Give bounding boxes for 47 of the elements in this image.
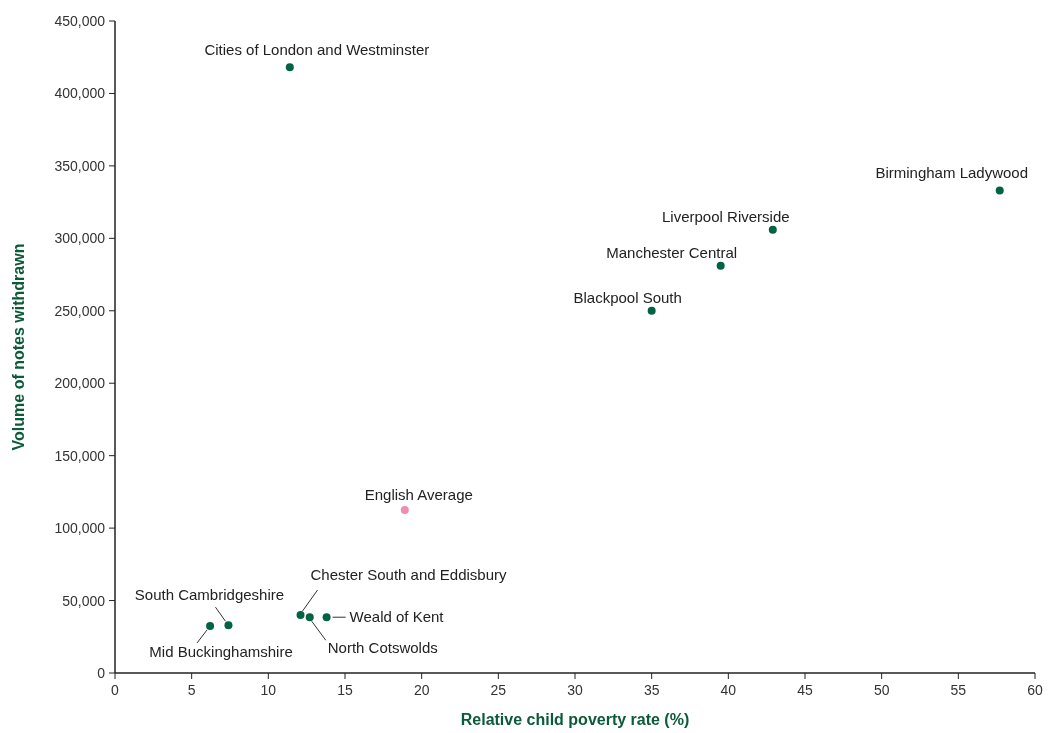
annotation: Weald of Kent bbox=[349, 608, 445, 626]
y-tick-label: 100,000 bbox=[54, 520, 106, 537]
x-tick-label: 35 bbox=[643, 682, 660, 698]
x-tick-label: 20 bbox=[413, 682, 430, 698]
annotation: Chester South and Eddisbury bbox=[310, 566, 507, 584]
y-tick-label: 200,000 bbox=[54, 375, 106, 392]
y-tick-label: 0 bbox=[97, 665, 106, 681]
x-tick-label: 30 bbox=[567, 682, 583, 698]
y-axis-title: Volume of notes withdrawn bbox=[10, 243, 27, 451]
x-tick-label: 60 bbox=[1027, 682, 1043, 698]
annotation: Mid Buckinghamshire bbox=[149, 642, 293, 660]
annotation: Cities of London and Westminster bbox=[204, 41, 430, 59]
point bbox=[768, 225, 777, 234]
x-tick-label: 10 bbox=[260, 682, 277, 698]
y-tick-label: 450,000 bbox=[54, 13, 106, 29]
annotation: Liverpool Riverside bbox=[662, 207, 790, 225]
point bbox=[647, 306, 656, 315]
annotation: South Cambridgeshire bbox=[134, 586, 285, 604]
y-tick-label: 300,000 bbox=[54, 230, 106, 247]
y-tick-label: 400,000 bbox=[54, 85, 106, 102]
point bbox=[716, 261, 725, 270]
annotation: English Average bbox=[364, 486, 473, 503]
x-tick-label: 40 bbox=[720, 682, 737, 698]
point bbox=[285, 63, 294, 72]
point bbox=[224, 621, 233, 630]
point bbox=[305, 613, 314, 622]
x-tick-label: 0 bbox=[111, 682, 120, 698]
x-tick-label: 45 bbox=[797, 682, 813, 698]
x-tick-label: 15 bbox=[337, 682, 353, 698]
annotation: North Cotswolds bbox=[327, 639, 438, 657]
point bbox=[400, 506, 409, 514]
x-tick-label: 5 bbox=[187, 682, 196, 698]
point bbox=[296, 611, 305, 620]
annotation: Birmingham Ladywood bbox=[875, 163, 1029, 181]
annotation: Manchester Central bbox=[606, 243, 738, 261]
x-axis-title: Relative child poverty rate (%) bbox=[460, 711, 690, 728]
annotation: Blackpool South bbox=[573, 288, 682, 306]
x-tick-label: 55 bbox=[950, 682, 967, 698]
x-tick-label: 50 bbox=[873, 682, 890, 698]
point bbox=[995, 186, 1004, 195]
y-tick-label: 250,000 bbox=[54, 302, 106, 319]
x-tick-label: 25 bbox=[490, 682, 507, 698]
y-tick-label: 350,000 bbox=[54, 157, 106, 174]
y-tick-label: 50,000 bbox=[62, 592, 106, 609]
point bbox=[322, 613, 331, 622]
y-tick-label: 150,000 bbox=[54, 447, 106, 464]
point bbox=[206, 621, 215, 630]
